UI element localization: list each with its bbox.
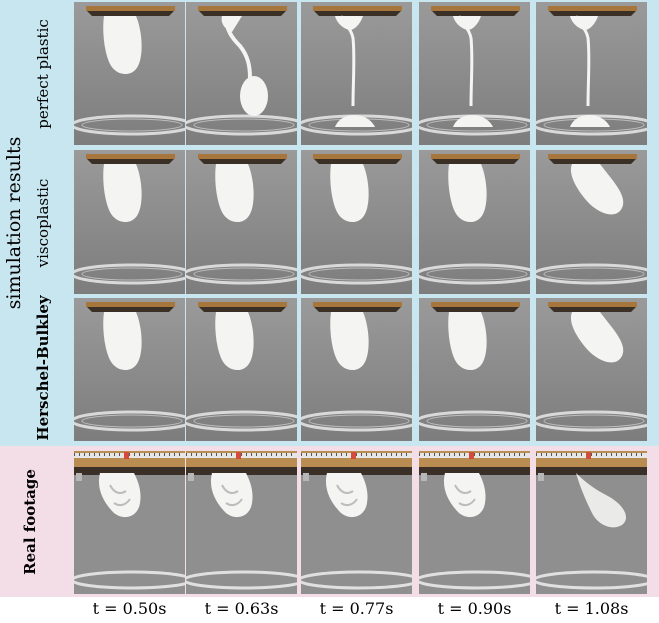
frame-perfect-plastic-2 xyxy=(186,2,297,145)
time-label: t = 0.90s xyxy=(437,599,512,618)
frame-real-footage-4 xyxy=(419,451,530,594)
frame-herschel-bulkley-1 xyxy=(74,298,185,441)
row-label-viscoplastic: viscoplastic xyxy=(34,178,52,268)
frame-viscoplastic-3 xyxy=(301,150,412,294)
frame-viscoplastic-4 xyxy=(419,150,530,294)
frame-viscoplastic-5 xyxy=(536,150,647,294)
frame-viscoplastic-1 xyxy=(74,150,185,294)
frame-perfect-plastic-3 xyxy=(301,2,412,145)
simulation-results-label: simulation results xyxy=(3,136,25,310)
frame-real-footage-2 xyxy=(186,451,297,594)
frame-real-footage-5 xyxy=(536,451,647,594)
frame-real-footage-1 xyxy=(74,451,185,594)
time-label: t = 0.63s xyxy=(204,599,279,618)
frame-herschel-bulkley-5 xyxy=(536,298,647,441)
frame-herschel-bulkley-2 xyxy=(186,298,297,441)
time-label: t = 0.50s xyxy=(92,599,167,618)
time-label: t = 1.08s xyxy=(554,599,629,618)
frame-perfect-plastic-1 xyxy=(74,2,185,145)
frame-perfect-plastic-5 xyxy=(536,2,647,145)
frame-real-footage-3 xyxy=(301,451,412,594)
row-label-perfect-plastic: perfect plastic xyxy=(34,19,52,129)
time-axis: t = 0.50s t = 0.63s t = 0.77s t = 0.90s t = … xyxy=(0,597,659,623)
frame-viscoplastic-2 xyxy=(186,150,297,294)
row-label-real-footage: Real footage xyxy=(21,469,39,575)
row-label-herschel-bulkley: Herschel-Bulkley xyxy=(34,295,52,441)
frame-perfect-plastic-4 xyxy=(419,2,530,145)
frame-herschel-bulkley-3 xyxy=(301,298,412,441)
time-label: t = 0.77s xyxy=(319,599,394,618)
frame-herschel-bulkley-4 xyxy=(419,298,530,441)
